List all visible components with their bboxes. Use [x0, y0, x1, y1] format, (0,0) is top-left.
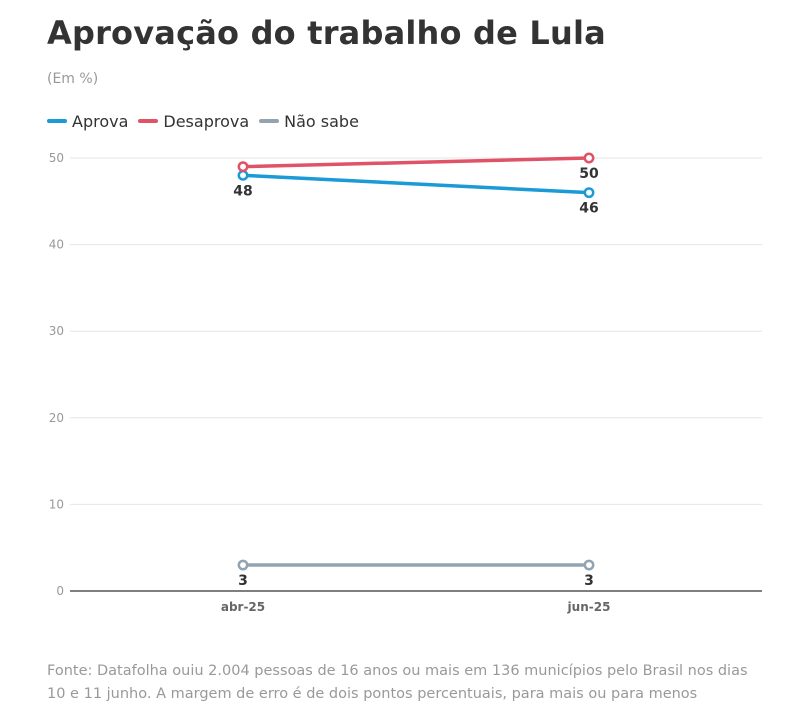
legend-swatch-desaprova — [138, 119, 159, 123]
legend: Aprova Desaprova Não sabe — [47, 111, 369, 131]
legend-item-não-sabe: Não sabe — [259, 112, 359, 131]
data-point-não-sabe-jun-25 — [583, 559, 595, 571]
y-tick-label-30: 30 — [49, 324, 64, 338]
x-tick-label-abr-25: abr-25 — [221, 600, 265, 614]
legend-label-aprova: Aprova — [72, 111, 129, 131]
legend-label-desaprova: Desaprova — [163, 111, 250, 131]
legend-swatch-aprova — [47, 119, 67, 123]
y-tick-label-40: 40 — [49, 238, 64, 252]
chart-title: Aprovação do trabalho de Lula — [47, 14, 606, 52]
source-note-line-2: 10 e 11 junho. A margem de erro é de doi… — [47, 686, 698, 702]
y-tick-label-20: 20 — [49, 411, 64, 425]
data-point-desaprova-jun-25 — [583, 152, 595, 164]
data-point-aprova-abr-25 — [237, 169, 249, 181]
data-point-desaprova-abr-25 — [237, 161, 249, 173]
legend-item-aprova: Aprova — [47, 112, 128, 131]
data-label-desaprova-jun-25: 50 — [579, 166, 599, 182]
x-tick-label-jun-25: jun-25 — [567, 600, 611, 614]
y-tick-label-10: 10 — [49, 497, 64, 511]
legend-label-não-sabe: Não sabe — [284, 111, 359, 131]
y-tick-label-0: 0 — [56, 584, 64, 598]
data-label-aprova-abr-25: 48 — [233, 183, 252, 199]
y-tick-label-50: 50 — [49, 151, 64, 165]
data-label-não-sabe-jun-25: 3 — [584, 573, 594, 589]
legend-item-desaprova: Desaprova — [138, 112, 249, 131]
source-note-line-1: Fonte: Datafolha ouiu 2.004 pessoas de 1… — [47, 663, 748, 679]
data-label-aprova-jun-25: 46 — [579, 201, 598, 217]
legend-swatch-não-sabe — [259, 119, 280, 123]
series-line-aprova — [241, 173, 591, 195]
data-point-aprova-jun-25 — [583, 187, 595, 199]
data-point-não-sabe-abr-25 — [237, 559, 249, 571]
chart-subtitle: (Em %) — [47, 71, 99, 87]
source-note: Fonte: Datafolha ouiu 2.004 pessoas de 1… — [47, 660, 787, 706]
series-line-desaprova — [241, 156, 591, 169]
data-label-não-sabe-abr-25: 3 — [238, 573, 248, 589]
